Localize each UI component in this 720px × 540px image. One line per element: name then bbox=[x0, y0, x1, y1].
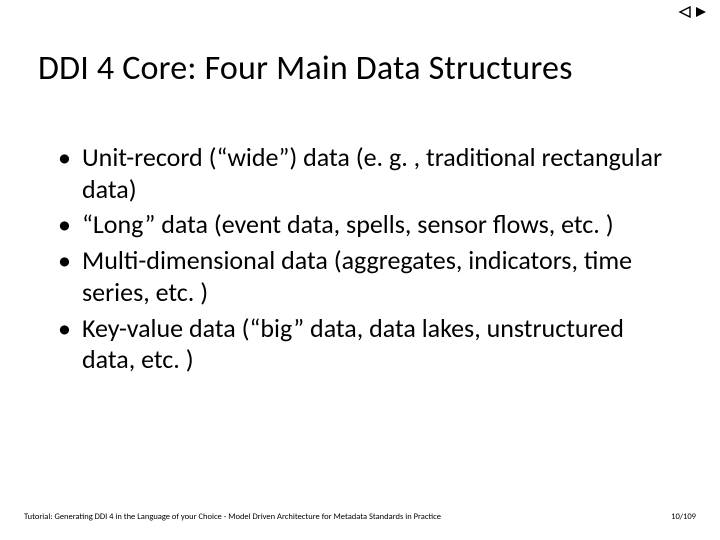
bullet-item: Unit-record (“wide”) data (e. g. , tradi… bbox=[58, 142, 670, 205]
nav-controls bbox=[678, 6, 708, 18]
footer-text: Tutorial: Generating DDI 4 in the Langua… bbox=[24, 512, 659, 522]
bullet-item: Key-value data (“big” data, data lakes, … bbox=[58, 313, 670, 376]
bullet-item: Multi-dimensional data (aggregates, indi… bbox=[58, 245, 670, 308]
prev-icon[interactable] bbox=[678, 6, 692, 18]
footer: Tutorial: Generating DDI 4 in the Langua… bbox=[24, 512, 696, 522]
bullet-list: Unit-record (“wide”) data (e. g. , tradi… bbox=[58, 142, 670, 380]
bullet-item: “Long” data (event data, spells, sensor … bbox=[58, 209, 670, 241]
next-icon[interactable] bbox=[694, 6, 708, 18]
page-number: 10/109 bbox=[671, 512, 696, 522]
slide-title: DDI 4 Core: Four Main Data Structures bbox=[38, 48, 682, 89]
slide: DDI 4 Core: Four Main Data Structures Un… bbox=[0, 0, 720, 540]
